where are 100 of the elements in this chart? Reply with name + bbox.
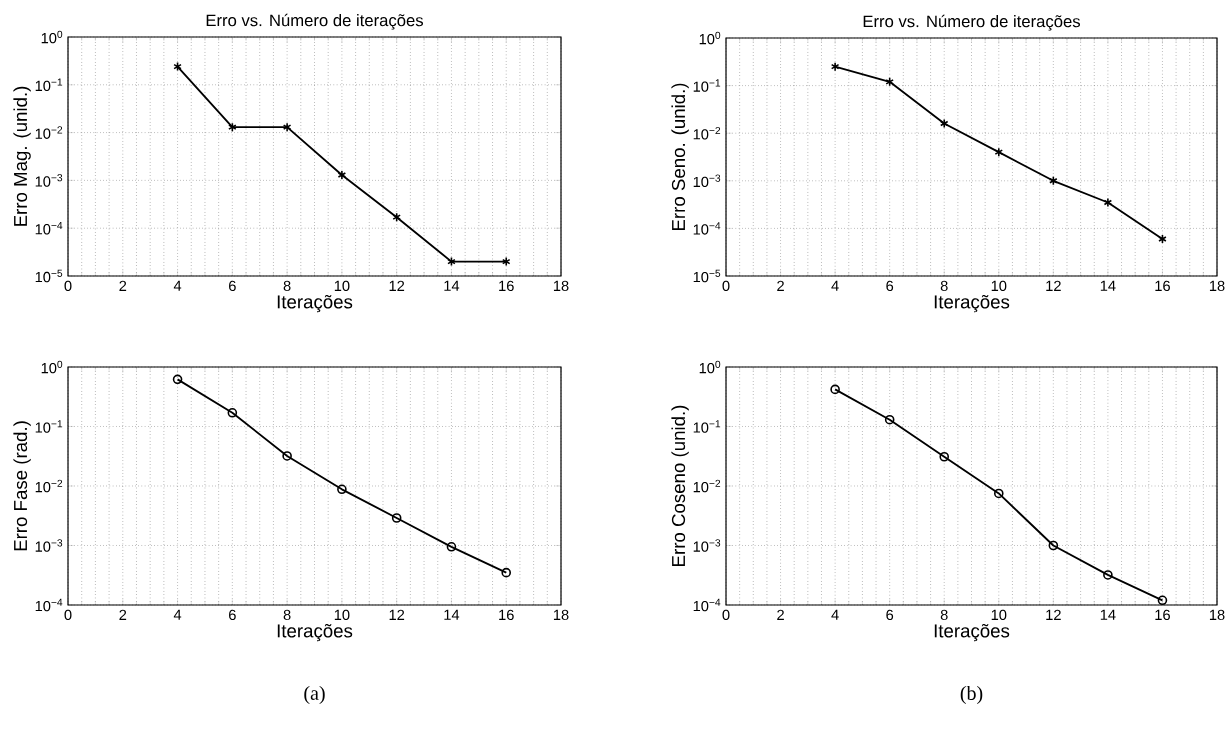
- point: [337, 170, 347, 180]
- x-tick-label: 6: [229, 609, 236, 621]
- point: [282, 451, 292, 461]
- y-tick-label: 10$^{0}$: [699, 31, 721, 45]
- chart-title: Erro vs. Número de iterações: [863, 14, 1081, 31]
- point: [1103, 197, 1113, 208]
- y-tick-label: 10$^{−1}$: [693, 420, 721, 433]
- x-tick-label: 8: [940, 609, 948, 621]
- text: (a): [304, 685, 325, 705]
- x-tick-label: 4: [173, 280, 182, 291]
- point: [939, 451, 950, 462]
- point: [447, 256, 456, 267]
- x-tick-label: 18: [553, 609, 569, 621]
- x-tick-label: 6: [886, 609, 894, 621]
- y-tick-label: 10$^{−5}$: [693, 269, 721, 283]
- point: [337, 484, 347, 495]
- x-tick-label: 6: [886, 280, 894, 292]
- x-tick-label: 10: [991, 609, 1007, 621]
- x-tick-label: 2: [119, 280, 127, 291]
- point: [1049, 175, 1058, 186]
- y-tick-label: 10$^{−4}$: [693, 598, 721, 612]
- point: [392, 212, 401, 222]
- point: [172, 374, 183, 385]
- x-tick-label: 6: [229, 280, 236, 292]
- y-tick-label: 10$^{−3}$: [693, 174, 721, 188]
- x-tick-label: 12: [1046, 280, 1061, 291]
- x-tick-label: 12: [389, 609, 405, 620]
- x-tick-label: 0: [64, 609, 72, 621]
- point: [501, 256, 511, 267]
- y-tick-label: 10$^{−4}$: [35, 221, 63, 235]
- y-tick-label: 10$^{−3}$: [35, 174, 63, 187]
- x-tick-label: 16: [499, 609, 514, 621]
- x-tick-label: 4: [831, 280, 839, 291]
- x-axis-title: Iterações: [934, 623, 1010, 642]
- x-tick-label: 12: [389, 280, 405, 291]
- point: [830, 384, 840, 395]
- x-tick-label: 4: [173, 609, 182, 620]
- point: [884, 414, 895, 425]
- y-axis-title: Erro Mag. (unid.): [13, 86, 31, 226]
- x-tick-label: 18: [1209, 609, 1225, 621]
- y-tick-label: 10$^{−5}$: [35, 269, 63, 283]
- y-tick-label: 10$^{0}$: [41, 30, 63, 44]
- point: [1158, 234, 1167, 244]
- x-tick-label: 10: [991, 280, 1007, 292]
- x-tick-label: 16: [1155, 609, 1170, 621]
- y-axis-title: Erro Fase (rad.): [13, 421, 31, 551]
- x-tick-label: 16: [1155, 280, 1170, 292]
- x-axis-title: Iterações: [277, 623, 353, 642]
- x-tick-label: 14: [1100, 609, 1116, 620]
- point: [885, 77, 894, 87]
- y-tick-label: 10$^{−1}$: [693, 79, 721, 92]
- y-tick-label: 10$^{0}$: [699, 360, 721, 374]
- text: (b): [960, 685, 983, 705]
- y-tick-label: 10$^{−1}$: [35, 420, 63, 433]
- point: [228, 122, 237, 132]
- point: [446, 542, 457, 552]
- point: [830, 61, 840, 72]
- y-tick-label: 10$^{−2}$: [35, 126, 63, 139]
- y-tick-label: 10$^{−2}$: [693, 479, 721, 493]
- x-tick-label: 0: [64, 280, 72, 292]
- x-tick-label: 2: [777, 609, 784, 620]
- x-tick-label: 2: [777, 280, 784, 291]
- x-axis-title: Iterações: [934, 294, 1010, 313]
- x-tick-label: 8: [283, 280, 291, 292]
- x-tick-label: 14: [1100, 280, 1116, 291]
- point: [501, 567, 512, 578]
- point: [1157, 595, 1168, 606]
- x-tick-label: 18: [553, 280, 569, 292]
- y-tick-label: 10$^{−3}$: [693, 539, 721, 552]
- point: [391, 513, 402, 523]
- x-tick-label: 12: [1046, 609, 1061, 620]
- point: [227, 407, 238, 418]
- x-tick-label: 14: [444, 280, 460, 291]
- x-tick-label: 18: [1209, 280, 1225, 292]
- point: [173, 61, 182, 72]
- chart-title: Erro vs. Número de iterações: [206, 13, 424, 30]
- point: [1048, 540, 1059, 551]
- point: [1103, 570, 1113, 580]
- x-tick-label: 8: [283, 609, 291, 621]
- point: [282, 122, 292, 132]
- y-tick-label: 10$^{−1}$: [35, 78, 63, 92]
- x-tick-label: 4: [831, 609, 839, 620]
- x-axis-title: Iterações: [277, 294, 353, 313]
- point: [993, 488, 1004, 499]
- x-tick-label: 16: [499, 280, 514, 292]
- x-tick-label: 10: [334, 609, 350, 621]
- x-tick-label: 0: [722, 280, 730, 292]
- x-tick-label: 14: [444, 609, 460, 620]
- x-tick-label: 10: [334, 280, 350, 292]
- y-tick-label: 10$^{−4}$: [35, 598, 63, 612]
- y-tick-label: 10$^{−2}$: [693, 126, 721, 140]
- point: [939, 118, 949, 129]
- point: [994, 147, 1004, 157]
- y-axis-title: Erro Seno. (unid.): [671, 83, 689, 230]
- x-tick-label: 8: [940, 280, 948, 292]
- x-tick-label: 2: [119, 609, 127, 620]
- x-tick-label: 0: [722, 609, 730, 621]
- y-tick-label: 10$^{−3}$: [35, 539, 63, 552]
- y-tick-label: 10$^{−4}$: [693, 222, 721, 235]
- y-tick-label: 10$^{−2}$: [35, 479, 63, 493]
